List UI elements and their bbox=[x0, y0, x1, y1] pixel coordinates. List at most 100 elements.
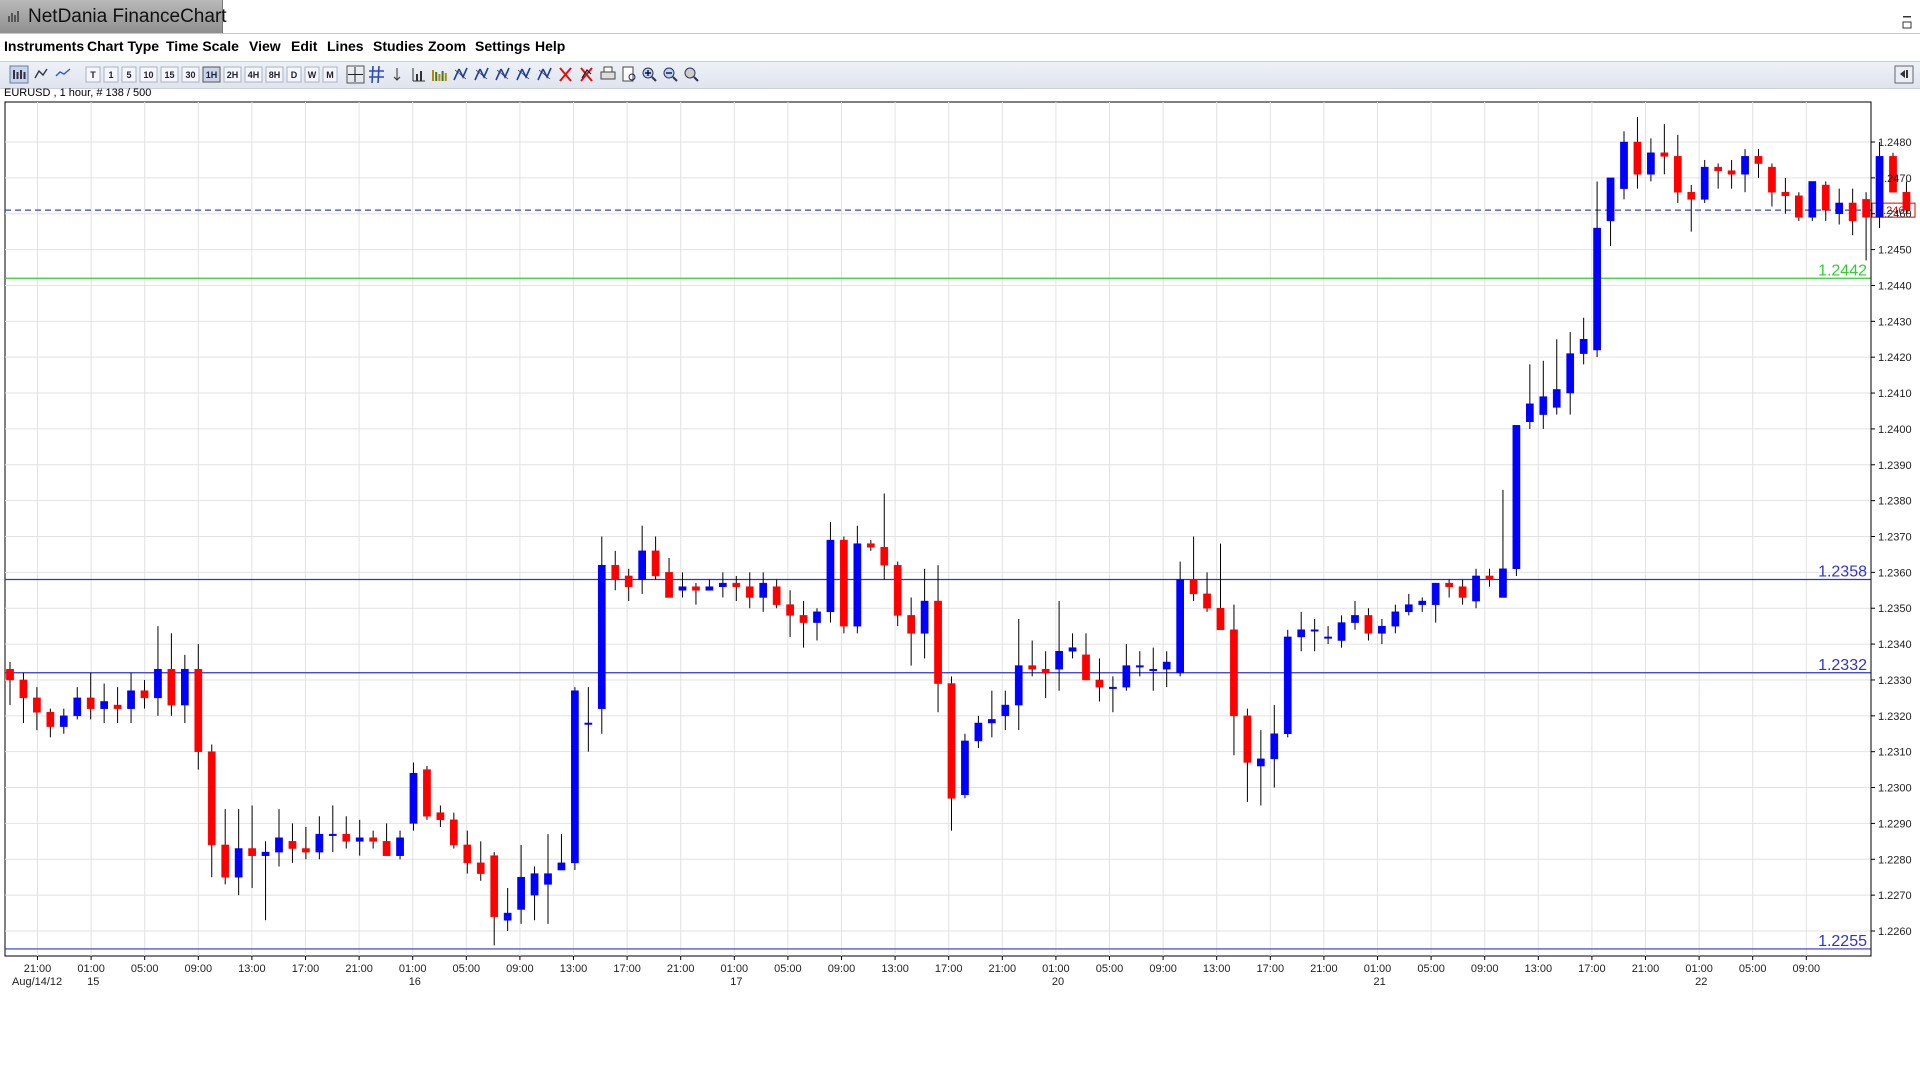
candle[interactable] bbox=[826, 522, 835, 623]
candle[interactable] bbox=[503, 887, 512, 931]
candle[interactable] bbox=[1162, 651, 1171, 688]
candle[interactable] bbox=[1821, 181, 1830, 221]
candle[interactable] bbox=[544, 834, 552, 924]
timeframe-4h-button[interactable]: 4H bbox=[244, 66, 263, 83]
candle[interactable] bbox=[288, 823, 297, 863]
candle[interactable] bbox=[476, 841, 485, 881]
candle[interactable] bbox=[423, 766, 431, 820]
candle[interactable] bbox=[86, 672, 95, 720]
candle[interactable] bbox=[1472, 568, 1480, 609]
timeframe-8h-button[interactable]: 8H bbox=[265, 66, 284, 83]
candle[interactable] bbox=[611, 550, 620, 591]
candle[interactable] bbox=[705, 579, 714, 591]
candle[interactable] bbox=[1378, 618, 1386, 645]
candle[interactable] bbox=[154, 626, 162, 716]
candle[interactable] bbox=[665, 558, 673, 598]
arc-icon[interactable] bbox=[495, 67, 510, 81]
candle[interactable] bbox=[1189, 536, 1198, 602]
candle[interactable] bbox=[1741, 149, 1749, 193]
delete-all-icon[interactable] bbox=[580, 67, 593, 82]
candle[interactable] bbox=[1687, 185, 1696, 232]
candle[interactable] bbox=[1902, 181, 1911, 214]
candle[interactable] bbox=[355, 819, 364, 856]
candle[interactable] bbox=[624, 568, 633, 602]
menu-lines[interactable]: Lines bbox=[327, 38, 364, 54]
candle[interactable] bbox=[1324, 626, 1332, 645]
zoom-reset-icon[interactable] bbox=[684, 67, 699, 82]
candle[interactable] bbox=[328, 805, 337, 853]
volume-icon[interactable] bbox=[412, 68, 425, 82]
candle[interactable] bbox=[853, 525, 862, 634]
zoom-in-icon[interactable] bbox=[642, 67, 657, 82]
timeframe-t-button[interactable]: T bbox=[85, 66, 101, 83]
candle[interactable] bbox=[1391, 604, 1400, 634]
candle[interactable] bbox=[1781, 177, 1790, 214]
candle[interactable] bbox=[813, 608, 821, 641]
candle[interactable] bbox=[1862, 192, 1870, 261]
candle[interactable] bbox=[181, 654, 189, 723]
candle[interactable] bbox=[1431, 582, 1440, 623]
timeframe-2h-button[interactable]: 2H bbox=[223, 66, 242, 83]
candle[interactable] bbox=[450, 812, 458, 849]
candle[interactable] bbox=[33, 687, 41, 731]
bars-icon[interactable] bbox=[432, 70, 447, 81]
candle[interactable] bbox=[1768, 163, 1776, 207]
panel-toggle-icon[interactable] bbox=[1894, 65, 1914, 84]
candle[interactable] bbox=[248, 805, 256, 888]
candle[interactable] bbox=[759, 572, 768, 612]
timeframe-10-button[interactable]: 10 bbox=[139, 66, 158, 83]
candle[interactable] bbox=[1875, 142, 1884, 229]
candle[interactable] bbox=[988, 690, 996, 738]
candle[interactable] bbox=[786, 590, 794, 637]
timeframe-5-button[interactable]: 5 bbox=[121, 66, 137, 83]
candle[interactable] bbox=[1512, 425, 1521, 576]
candle[interactable] bbox=[221, 809, 230, 885]
grid-icon[interactable] bbox=[369, 65, 384, 84]
draw-icon[interactable] bbox=[537, 67, 552, 81]
candle[interactable] bbox=[799, 601, 808, 648]
candle[interactable] bbox=[1041, 651, 1050, 698]
candle[interactable] bbox=[1028, 640, 1037, 677]
candle[interactable] bbox=[1485, 568, 1494, 587]
candle[interactable] bbox=[6, 662, 14, 706]
timeframe-w-button[interactable]: W bbox=[304, 66, 320, 83]
timeframe-15-button[interactable]: 15 bbox=[160, 66, 179, 83]
candle[interactable] bbox=[571, 687, 579, 871]
candle[interactable] bbox=[1714, 163, 1723, 189]
candle[interactable] bbox=[893, 561, 902, 627]
candle[interactable] bbox=[974, 715, 983, 749]
candle[interactable] bbox=[638, 525, 646, 594]
candle[interactable] bbox=[1283, 629, 1292, 738]
plot-area[interactable] bbox=[4, 101, 1872, 957]
menu-instruments[interactable]: Instruments bbox=[4, 38, 85, 54]
candle[interactable] bbox=[1808, 181, 1817, 221]
menu-chart-type[interactable]: Chart Type bbox=[87, 38, 160, 54]
candle[interactable] bbox=[1660, 124, 1669, 175]
candle[interactable] bbox=[1337, 615, 1346, 648]
candle[interactable] bbox=[530, 866, 539, 921]
channel-icon[interactable] bbox=[516, 67, 531, 81]
timeframe-1h-button[interactable]: 1H bbox=[202, 66, 221, 83]
candle[interactable] bbox=[692, 583, 700, 605]
candle[interactable] bbox=[1700, 159, 1709, 203]
candle[interactable] bbox=[207, 744, 216, 878]
delete-icon[interactable] bbox=[559, 67, 572, 82]
candle[interactable] bbox=[1445, 579, 1454, 598]
candle[interactable] bbox=[1539, 360, 1548, 429]
candle[interactable] bbox=[920, 568, 929, 659]
candle[interactable] bbox=[934, 565, 942, 713]
menu-help[interactable]: Help bbox=[535, 38, 566, 54]
candle[interactable] bbox=[1351, 601, 1359, 630]
fib-icon[interactable] bbox=[453, 67, 468, 81]
candle[interactable] bbox=[1620, 131, 1628, 200]
candle[interactable] bbox=[1526, 364, 1534, 429]
candle[interactable] bbox=[1270, 705, 1279, 788]
candle[interactable] bbox=[1647, 138, 1655, 182]
candle[interactable] bbox=[167, 633, 176, 716]
timeframe-1-button[interactable]: 1 bbox=[103, 66, 119, 83]
candle[interactable] bbox=[947, 676, 956, 831]
candle[interactable] bbox=[19, 672, 28, 723]
arrow-icon[interactable] bbox=[393, 68, 401, 81]
fan-icon[interactable] bbox=[474, 67, 489, 81]
